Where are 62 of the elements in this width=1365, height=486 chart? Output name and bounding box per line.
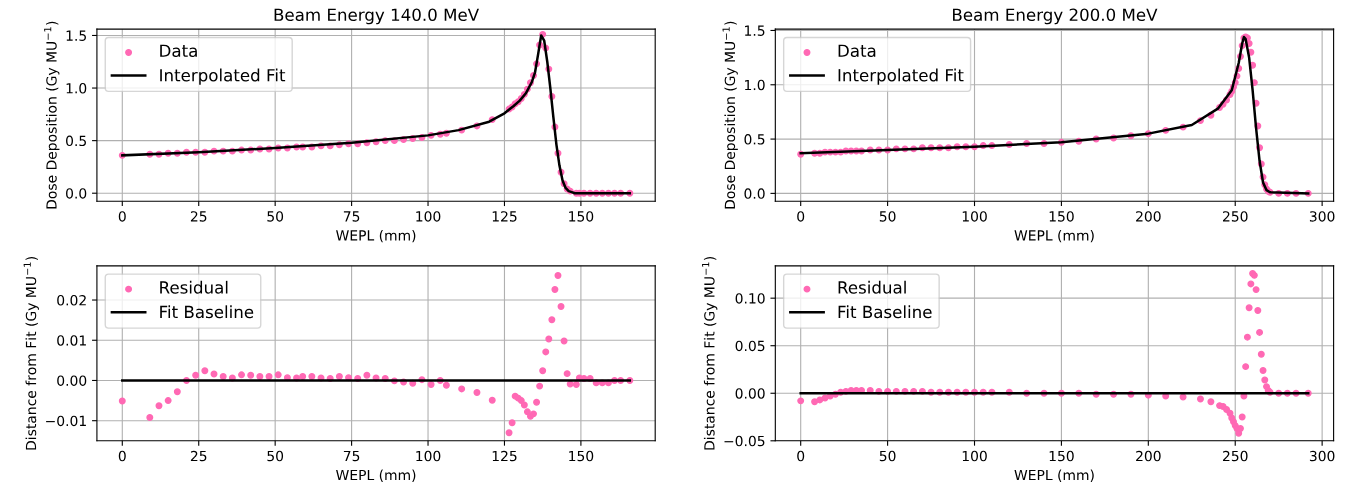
- x-tick-label: 150: [569, 211, 594, 222]
- x-tick-label: 0: [118, 450, 126, 462]
- x-tick-label: 200: [1136, 211, 1161, 222]
- y-tick-label: 1.5: [745, 25, 765, 36]
- x-tick-label: 100: [962, 211, 987, 222]
- x-axis-title: WEPL (mm): [336, 229, 416, 243]
- x-tick-label: 150: [1049, 450, 1074, 462]
- x-axis-title: WEPL (mm): [336, 469, 416, 482]
- y-tick-label: 0.10: [735, 293, 765, 304]
- y-tick-label: 0.01: [57, 335, 86, 346]
- x-tick-label: 100: [416, 211, 441, 222]
- y-tick-label: 1.0: [745, 79, 765, 91]
- y-tick-label: 1.5: [66, 30, 86, 41]
- x-tick-label: 0: [797, 450, 805, 462]
- x-tick-label: 125: [492, 450, 517, 462]
- x-tick-label: 125: [492, 211, 517, 222]
- x-tick-label: 300: [1309, 211, 1335, 222]
- x-tick-label: 50: [879, 450, 896, 462]
- y-tick-label: 0.5: [744, 134, 765, 145]
- y-axis-title: Distance from Fit (Gy MU$^{−1}$): [23, 256, 39, 450]
- x-axis-title: WEPL (mm): [1014, 469, 1094, 482]
- x-tick-label: 25: [190, 211, 207, 222]
- x-tick-label: 150: [1049, 211, 1074, 222]
- y-tick-label: −0.05: [724, 435, 765, 447]
- x-tick-label: 300: [1309, 450, 1335, 462]
- x-tick-label: 0: [118, 211, 126, 222]
- legend-label: Residual: [160, 280, 228, 294]
- legend-label: Interpolated Fit: [160, 68, 286, 85]
- x-tick-label: 100: [962, 450, 987, 462]
- chart-title: Beam Energy 200.0 MeV: [953, 8, 1158, 25]
- y-axis-title: Distance from Fit (Gy MU$^{−1}$): [702, 256, 718, 450]
- legend-label: Fit Baseline: [160, 305, 254, 319]
- y-tick-label: 0.00: [735, 388, 765, 399]
- legend-label: Data: [838, 44, 876, 58]
- legend-label: Residual: [838, 280, 906, 294]
- x-tick-label: 250: [1222, 450, 1248, 462]
- x-tick-label: 75: [343, 211, 360, 222]
- x-tick-label: 200: [1136, 450, 1161, 462]
- y-tick-label: 0.0: [744, 188, 765, 199]
- x-tick-label: 100: [416, 450, 441, 462]
- y-tick-label: −0.01: [46, 415, 86, 427]
- y-axis-title: Dose Deposition (Gy MU$^{−1}$): [44, 21, 60, 209]
- x-tick-label: 50: [267, 450, 284, 462]
- legend-label: Fit Baseline: [838, 305, 932, 319]
- y-axis-title: Dose Deposition (Gy MU$^{−1}$): [722, 21, 738, 209]
- chart-title: Beam Energy 140.0 MeV: [274, 8, 479, 25]
- legend-label: Data: [160, 44, 197, 58]
- x-tick-label: 150: [569, 450, 594, 462]
- legend-label: Interpolated Fit: [838, 68, 964, 85]
- x-tick-label: 50: [267, 211, 284, 222]
- x-axis-title: WEPL (mm): [1014, 229, 1094, 243]
- x-tick-label: 50: [879, 211, 896, 222]
- y-tick-label: 0.0: [66, 188, 87, 199]
- x-tick-label: 250: [1222, 211, 1248, 222]
- x-tick-label: 25: [190, 450, 207, 462]
- y-tick-label: 0.02: [57, 295, 86, 306]
- x-tick-label: 0: [797, 211, 805, 222]
- y-tick-label: 0.00: [57, 375, 87, 386]
- y-tick-label: 0.5: [66, 135, 86, 147]
- y-tick-label: 0.05: [735, 340, 765, 352]
- x-tick-label: 75: [343, 450, 360, 462]
- y-tick-label: 1.0: [66, 83, 87, 94]
